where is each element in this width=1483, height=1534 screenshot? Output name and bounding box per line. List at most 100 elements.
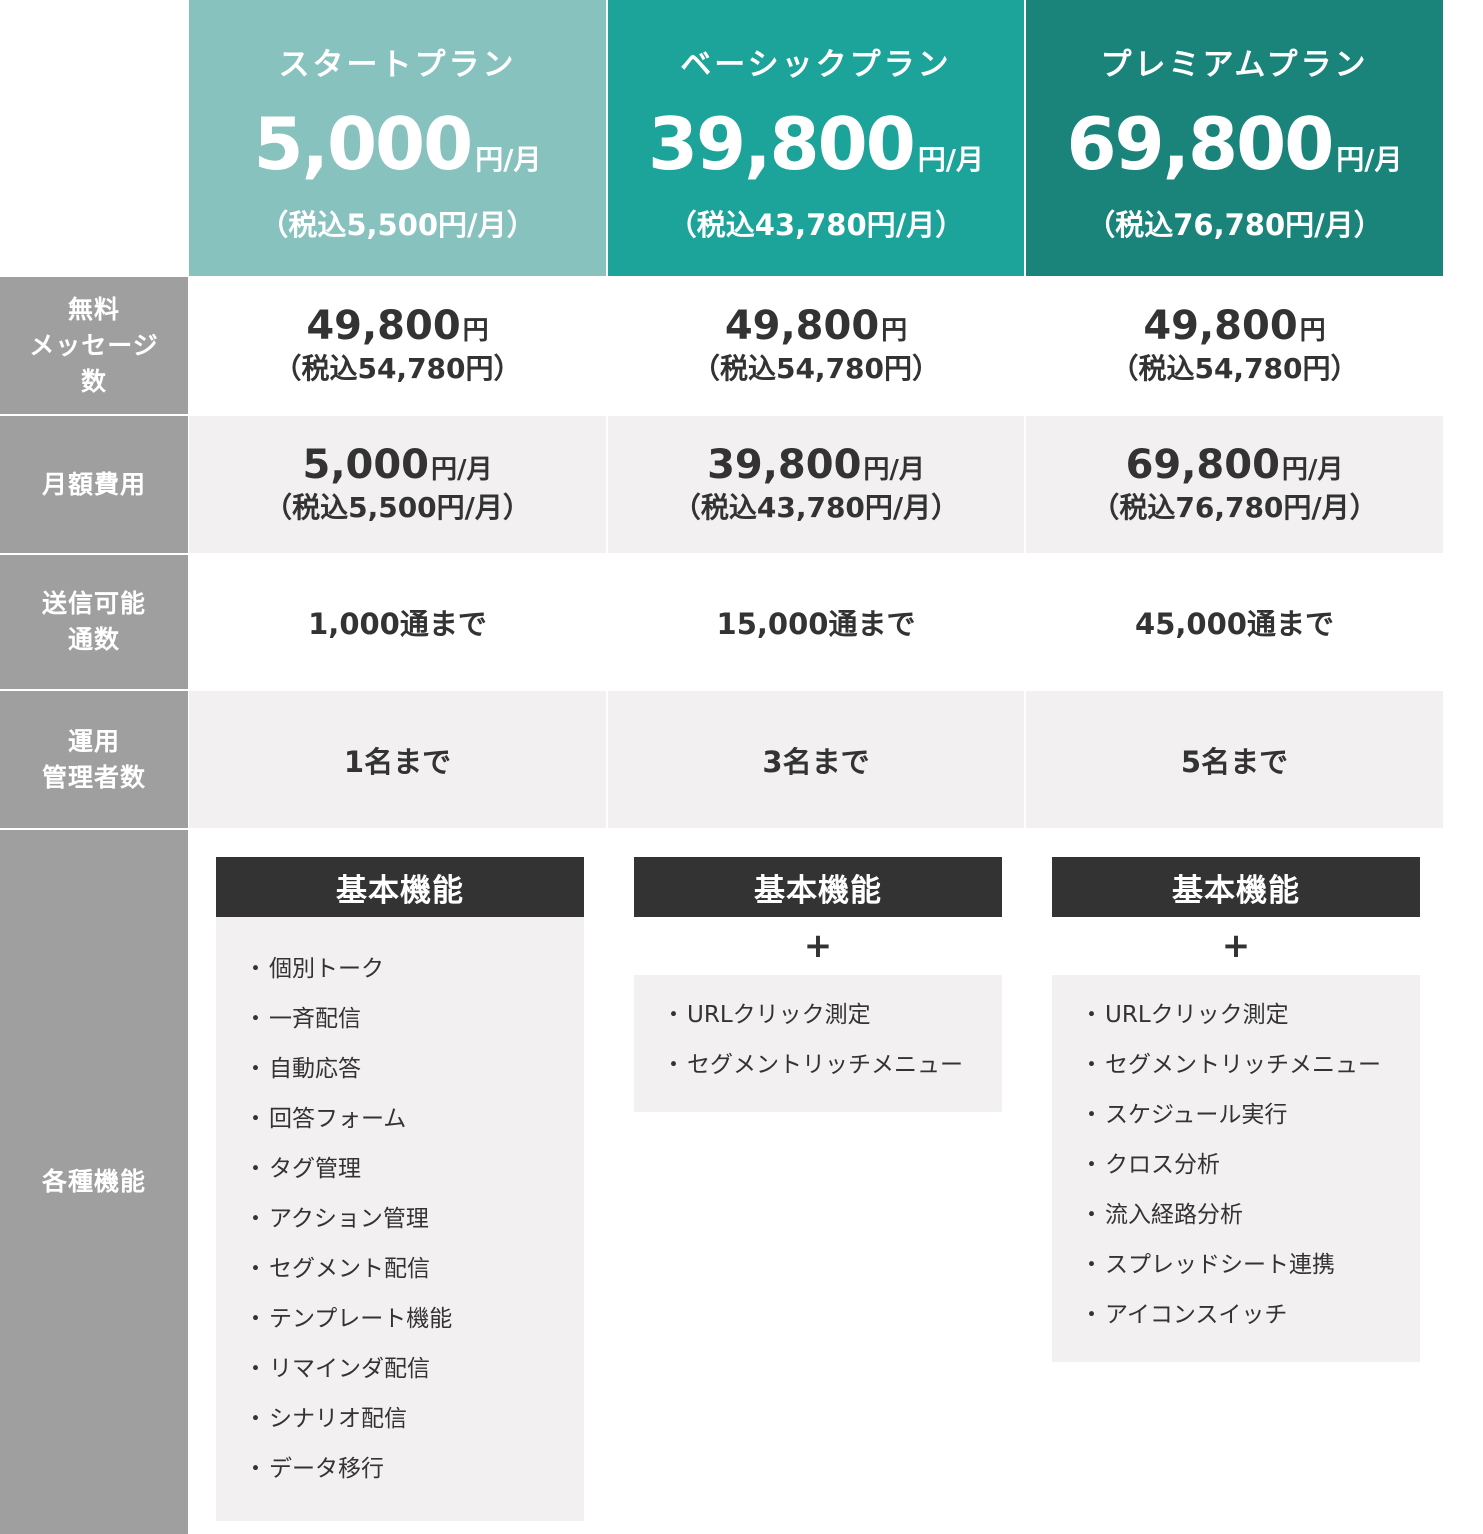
row-label-send-count: 送信可能 通数 [0, 555, 188, 689]
label-line: 無料 [67, 294, 120, 324]
cell-value: 45,000通まで [1135, 607, 1334, 641]
label-line: 各種機能 [41, 1167, 146, 1196]
label-line: 運用 [67, 726, 120, 756]
row-label-monthly-fee: 月額費用 [0, 416, 188, 553]
cell-admins-start: 1名まで [189, 691, 606, 828]
cell-value: 3名まで [762, 744, 870, 779]
list-item: URLクリック測定 [1080, 990, 1420, 1040]
list-item: 自動応答 [244, 1044, 584, 1094]
cell-tax: （税込54,780円） [691, 351, 941, 385]
list-item: リマインダ配信 [244, 1344, 584, 1394]
plus-sign: + [1221, 926, 1251, 966]
row-label-features: 各種機能 [0, 830, 188, 1534]
cell-price: 49,800 [724, 302, 880, 349]
label-line: 数 [80, 366, 107, 396]
list-item: 個別トーク [244, 944, 584, 994]
price-unit: 円/月 [917, 142, 985, 176]
list-item: スプレッドシート連携 [1080, 1240, 1420, 1290]
cell-value: 15,000通まで [716, 607, 916, 641]
cell-price: 69,800 [1125, 441, 1280, 488]
price-value: 5,000 [253, 101, 474, 186]
cell-price: 49,800 [1143, 302, 1298, 349]
feature-heading: 基本機能 [1052, 857, 1420, 917]
list-item: アクション管理 [244, 1194, 584, 1244]
list-item: URLクリック測定 [662, 990, 1002, 1040]
list-item: シナリオ配信 [244, 1394, 584, 1444]
cell-tax: （税込43,780円/月） [672, 490, 960, 524]
plus-sign: + [803, 926, 833, 966]
plan-price: 69,800 円/月 [1066, 102, 1402, 186]
list-item: 回答フォーム [244, 1094, 584, 1144]
cell-value: 1名まで [343, 744, 452, 779]
cell-unit: 円 [1299, 315, 1326, 346]
cell-unit: 円/月 [1281, 454, 1344, 485]
price-tax-included: （税込43,780円/月） [667, 207, 965, 242]
feature-list: URLクリック測定 セグメントリッチメニュー [634, 975, 1002, 1112]
list-item: データ移行 [244, 1444, 584, 1494]
cell-tax: （税込54,780円） [1110, 351, 1359, 385]
list-item: テンプレート機能 [244, 1294, 584, 1344]
cell-price: 49,800 [306, 302, 461, 349]
list-item: セグメントリッチメニュー [662, 1040, 1002, 1090]
plan-header-premium: プレミアムプラン 69,800 円/月 （税込76,780円/月） [1026, 0, 1443, 276]
cell-send-basic: 15,000通まで [608, 555, 1024, 689]
plan-header-start: スタートプラン 5,000 円/月 （税込5,500円/月） [189, 0, 606, 276]
cell-free-msg-basic: 49,800円 （税込54,780円） [608, 277, 1024, 414]
features-premium: 基本機能 + URLクリック測定 セグメントリッチメニュー スケジュール実行 ク… [1052, 857, 1420, 1362]
cell-monthly-basic: 39,800円/月 （税込43,780円/月） [608, 416, 1024, 553]
price-unit: 円/月 [475, 142, 542, 176]
plan-name: スタートプラン [278, 46, 517, 83]
cell-unit: 円/月 [863, 454, 925, 485]
list-item: スケジュール実行 [1080, 1090, 1420, 1140]
cell-free-msg-premium: 49,800円 （税込54,780円） [1026, 277, 1443, 414]
feature-list: URLクリック測定 セグメントリッチメニュー スケジュール実行 クロス分析 流入… [1052, 975, 1420, 1362]
feature-heading: 基本機能 [634, 857, 1002, 917]
label-line: 通数 [67, 625, 120, 654]
cell-unit: 円 [462, 315, 489, 346]
cell-unit: 円/月 [431, 454, 493, 485]
list-item: タグ管理 [244, 1144, 584, 1194]
features-basic: 基本機能 + URLクリック測定 セグメントリッチメニュー [634, 857, 1002, 1112]
price-unit: 円/月 [1336, 142, 1403, 176]
plan-name: ベーシックプラン [680, 46, 952, 83]
cell-tax: （税込54,780円） [273, 351, 522, 385]
plan-price: 39,800 円/月 [648, 102, 984, 186]
label-line: 管理者数 [41, 762, 146, 792]
feature-heading: 基本機能 [216, 857, 584, 917]
cell-value: 5名まで [1180, 744, 1289, 779]
plan-name: プレミアムプラン [1100, 46, 1369, 83]
cell-admins-basic: 3名まで [608, 691, 1024, 828]
list-item: 一斉配信 [244, 994, 584, 1044]
price-tax-included: （税込5,500円/月） [259, 207, 536, 242]
list-item: クロス分析 [1080, 1140, 1420, 1190]
row-label-free-messages: 無料 メッセージ 数 [0, 277, 188, 414]
cell-value: 1,000通まで [308, 607, 487, 641]
row-label-admins: 運用 管理者数 [0, 691, 188, 828]
cell-monthly-premium: 69,800円/月 （税込76,780円/月） [1026, 416, 1443, 553]
price-value: 39,800 [647, 101, 916, 186]
cell-tax: （税込76,780円/月） [1091, 490, 1378, 524]
label-line: 送信可能 [41, 589, 146, 618]
cell-price: 39,800 [707, 441, 862, 488]
list-item: セグメントリッチメニュー [1080, 1040, 1420, 1090]
plan-price: 5,000 円/月 [254, 102, 542, 186]
cell-free-msg-start: 49,800円 （税込54,780円） [189, 277, 606, 414]
cell-unit: 円 [881, 315, 908, 346]
plan-header-basic: ベーシックプラン 39,800 円/月 （税込43,780円/月） [608, 0, 1024, 276]
price-tax-included: （税込76,780円/月） [1086, 207, 1383, 242]
label-line: 月額費用 [41, 469, 146, 499]
cell-admins-premium: 5名まで [1026, 691, 1443, 828]
cell-price: 5,000 [302, 441, 430, 488]
list-item: アイコンスイッチ [1080, 1290, 1420, 1340]
features-start: 基本機能 個別トーク一斉配信自動応答回答フォームタグ管理アクション管理セグメント… [216, 857, 584, 1521]
list-item: セグメント配信 [244, 1244, 584, 1294]
cell-send-start: 1,000通まで [189, 555, 606, 689]
label-line: メッセージ [29, 330, 159, 360]
cell-tax: （税込5,500円/月） [264, 490, 531, 524]
cell-send-premium: 45,000通まで [1026, 555, 1443, 689]
cell-monthly-start: 5,000円/月 （税込5,500円/月） [189, 416, 606, 553]
feature-list: 個別トーク一斉配信自動応答回答フォームタグ管理アクション管理セグメント配信テンプ… [216, 917, 584, 1521]
list-item: 流入経路分析 [1080, 1190, 1420, 1240]
price-value: 69,800 [1066, 101, 1334, 186]
